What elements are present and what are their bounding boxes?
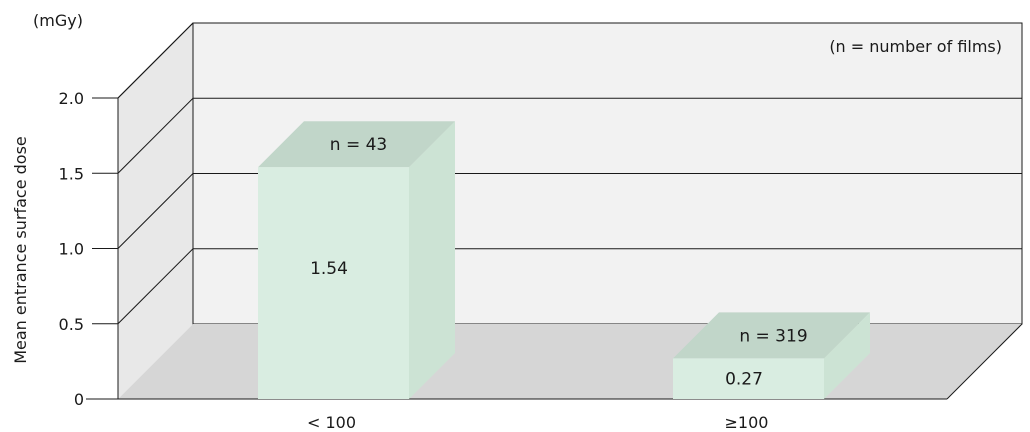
bars: n = 43 1.54 n = 319 0.27	[258, 121, 870, 399]
x-category-label: ≥100	[725, 413, 769, 432]
bar-1: n = 43 1.54	[258, 121, 455, 399]
y-axis-label: Mean entrance surface dose	[11, 136, 30, 364]
floor	[118, 324, 1022, 399]
bar-value-label: 0.27	[725, 370, 763, 390]
gridlines	[117, 22, 1022, 325]
y-axis-ticks: 0 0.5 1.0 1.5 2.0	[59, 89, 118, 409]
y-tick-label: 0	[74, 390, 84, 409]
y-unit-label: (mGy)	[33, 11, 83, 30]
y-tick-label: 2.0	[59, 89, 84, 108]
x-category-label: < 100	[307, 413, 356, 432]
y-tick-label: 0.5	[59, 315, 84, 334]
bar-value-label: 1.54	[310, 259, 348, 279]
gridline-side	[117, 97, 194, 174]
x-axis-categories: < 100 ≥100	[307, 413, 768, 432]
bar-top	[673, 312, 870, 359]
floor-right-edge	[946, 323, 1023, 400]
bar-count-label: n = 319	[739, 326, 807, 346]
y-tick-label: 1.5	[59, 164, 84, 183]
gridline-side	[117, 173, 194, 249]
bar-front	[673, 358, 824, 399]
gridline-side	[117, 248, 194, 325]
bar-top	[258, 121, 455, 168]
chart-annotation: (n = number of films)	[829, 37, 1002, 56]
bar-side	[409, 121, 455, 399]
bar-side	[824, 312, 870, 399]
bar-2: n = 319 0.27	[673, 312, 870, 399]
gridline-side	[117, 22, 194, 99]
bar-count-label: n = 43	[330, 135, 387, 155]
bar-front	[258, 167, 409, 399]
y-tick-label: 1.0	[59, 240, 84, 259]
